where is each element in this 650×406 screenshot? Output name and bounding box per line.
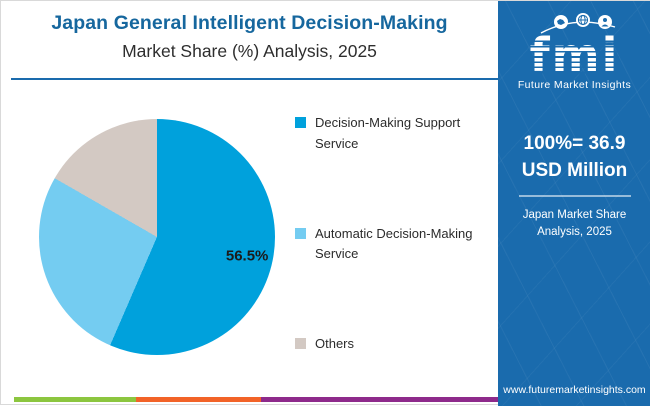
- pie-slice-data-label: 56.5%: [225, 247, 269, 265]
- legend-label: Automatic Decision-Making Service: [315, 225, 473, 262]
- map-icon: [553, 15, 568, 29]
- footer-color-stripe: [14, 397, 498, 402]
- legend-swatch-icon: [295, 227, 306, 239]
- globe-icon: [575, 13, 590, 27]
- legend-swatch-icon: [295, 117, 306, 128]
- stat-value-line2: USD Million: [521, 159, 628, 181]
- fmi-logo-tagline: Future Market Insights: [517, 79, 632, 91]
- market-size-stat: 100%= 36.9 USD Million Japan Market Shar…: [498, 131, 650, 242]
- stripe-purple-segment: [261, 397, 498, 402]
- stat-caption-line1: Japan Market Share: [522, 209, 627, 222]
- legend-item-automatic-decision-making-service: Automatic Decision-Making Service: [295, 224, 491, 266]
- legend-label: Others: [315, 336, 355, 352]
- brand-sidebar: fmi Future Market Insights 100%= 36.9 US…: [498, 1, 650, 406]
- stat-caption-line2: Analysis, 2025: [537, 226, 612, 239]
- chart-legend: Decision-Making Support Service Automati…: [295, 113, 491, 355]
- legend-item-others: Others: [295, 334, 491, 355]
- stat-divider: [518, 195, 631, 198]
- website-url: www.futuremarketinsights.com: [503, 384, 646, 396]
- person-icon: [597, 15, 612, 29]
- stripe-green-segment: [14, 397, 136, 402]
- fmi-logo: fmi Future Market Insights: [498, 13, 650, 91]
- page-subtitle: Market Share (%) Analysis, 2025: [122, 41, 377, 61]
- legend-item-decision-making-support-service: Decision-Making Support Service: [295, 113, 491, 155]
- fmi-logo-icons: [540, 13, 615, 34]
- fmi-logo-text: fmi: [529, 28, 620, 82]
- page-title: Japan General Intelligent Decision-Makin…: [51, 12, 448, 34]
- legend-swatch-icon: [295, 338, 306, 350]
- stat-value-line1: 100%= 36.9: [523, 133, 626, 154]
- legend-label: Decision-Making Support Service: [315, 115, 461, 151]
- chart-panel: Japan General Intelligent Decision-Makin…: [1, 1, 498, 406]
- title-divider: [11, 78, 498, 80]
- stripe-orange-segment: [136, 397, 261, 402]
- pie-chart: 56.5%: [39, 119, 275, 355]
- pie-graphic: 56.5%: [39, 119, 275, 355]
